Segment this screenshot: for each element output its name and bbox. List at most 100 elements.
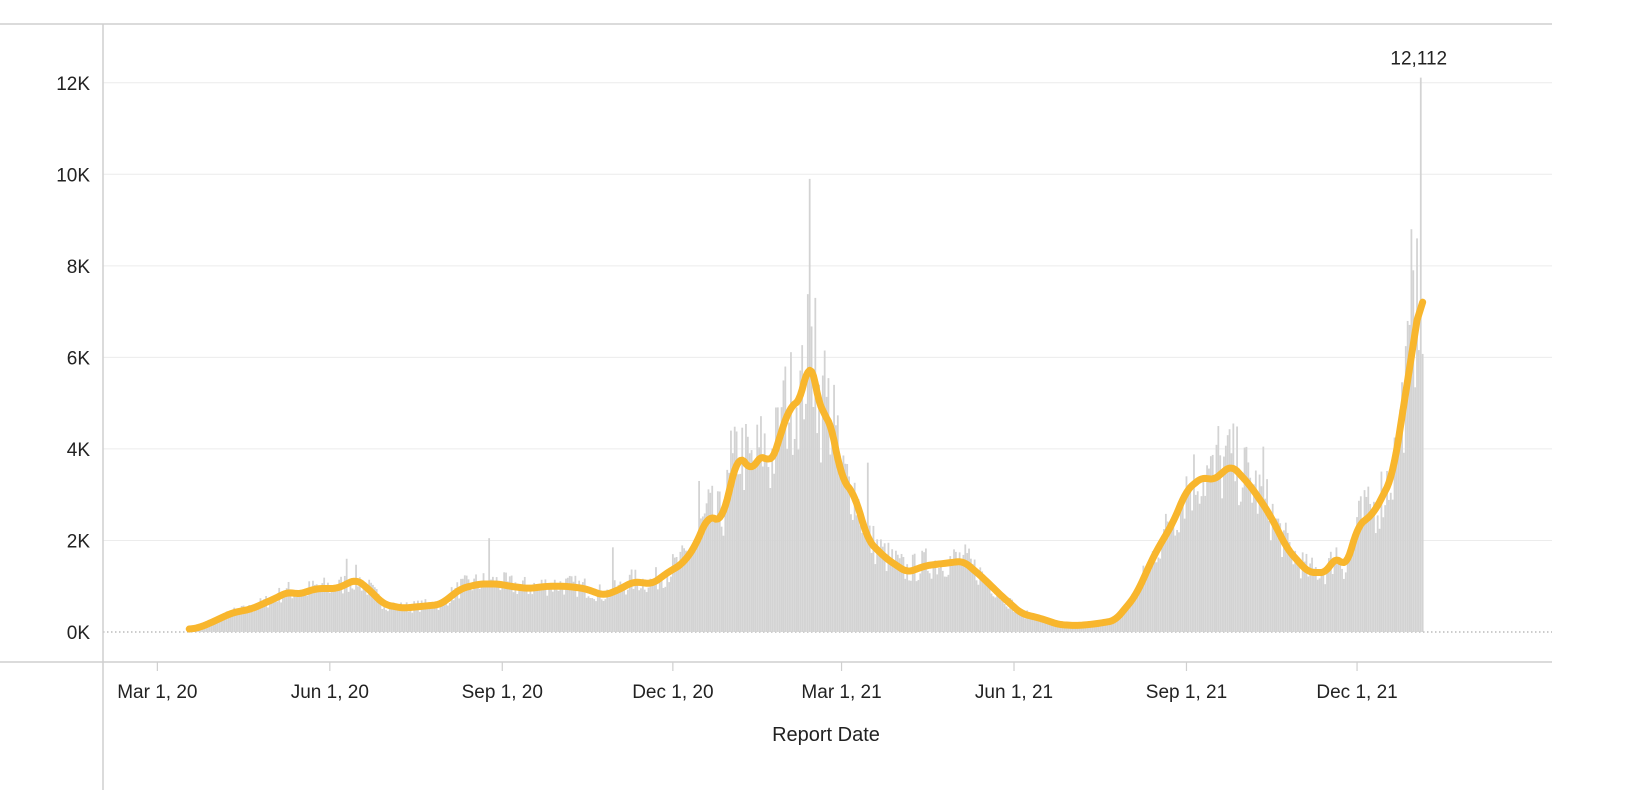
- daily-bar: [287, 581, 290, 632]
- daily-bar: [713, 518, 715, 632]
- daily-bar: [986, 583, 989, 632]
- moving-average-line: [185, 298, 1427, 633]
- daily-bar: [1419, 77, 1422, 632]
- daily-bar: [821, 375, 824, 632]
- daily-bar: [848, 476, 850, 632]
- daily-bar: [1268, 520, 1270, 632]
- daily-bar: [1305, 553, 1308, 632]
- daily-bar: [670, 576, 672, 632]
- y-tick-label: 4K: [67, 440, 91, 461]
- daily-bar: [297, 595, 299, 632]
- daily-bar: [850, 514, 852, 632]
- daily-bar: [514, 582, 517, 632]
- daily-bar: [895, 550, 897, 632]
- daily-bar: [548, 589, 551, 632]
- daily-bar: [484, 581, 487, 632]
- daily-bar: [728, 472, 730, 632]
- daily-bar: [1101, 622, 1104, 632]
- daily-bar: [385, 609, 387, 632]
- daily-bar: [555, 589, 558, 632]
- daily-bar: [551, 591, 554, 632]
- daily-bar: [973, 559, 976, 632]
- daily-bar: [465, 575, 468, 632]
- daily-bar: [302, 590, 305, 632]
- daily-bar: [561, 586, 564, 632]
- daily-bar: [357, 586, 359, 632]
- daily-bar: [409, 606, 412, 632]
- daily-bar: [673, 557, 676, 632]
- daily-bar: [893, 564, 895, 632]
- daily-bar: [1288, 542, 1291, 632]
- daily-bar: [270, 598, 273, 632]
- daily-bar: [1176, 529, 1178, 632]
- daily-bar: [212, 622, 215, 632]
- daily-bar: [928, 573, 931, 632]
- daily-bar: [1281, 557, 1283, 632]
- daily-bar: [1028, 617, 1030, 632]
- daily-bar: [750, 450, 753, 632]
- daily-bar: [681, 545, 684, 632]
- daily-bar: [720, 526, 723, 632]
- daily-bar: [647, 587, 650, 632]
- daily-bar: [679, 551, 682, 632]
- daily-bar: [327, 582, 329, 632]
- daily-bar: [782, 380, 785, 632]
- daily-bar: [1048, 621, 1051, 632]
- daily-bar: [261, 602, 264, 632]
- daily-bar: [814, 297, 817, 632]
- daily-bar: [257, 607, 260, 632]
- daily-bar: [692, 547, 695, 632]
- daily-bar: [1382, 517, 1385, 632]
- daily-bar: [1365, 496, 1368, 632]
- daily-bar: [780, 407, 783, 632]
- daily-bar: [1015, 604, 1017, 632]
- daily-bar: [550, 583, 552, 632]
- daily-bar: [512, 592, 515, 632]
- daily-bar: [381, 609, 384, 632]
- daily-bar: [413, 601, 416, 632]
- daily-bar: [829, 454, 832, 632]
- daily-bar: [1001, 593, 1004, 632]
- daily-bar: [943, 576, 946, 632]
- daily-bar: [1258, 474, 1261, 632]
- daily-bar: [778, 447, 781, 632]
- daily-bar: [671, 554, 674, 632]
- daily-bar: [1174, 535, 1177, 632]
- daily-bar: [1399, 409, 1402, 632]
- daily-bar: [1149, 557, 1152, 632]
- y-tick-label: 10K: [56, 165, 90, 186]
- daily-bar: [977, 584, 980, 632]
- daily-bar: [1018, 612, 1021, 632]
- daily-bar: [1099, 624, 1102, 632]
- daily-bar: [1329, 551, 1332, 632]
- daily-bar: [653, 581, 655, 632]
- daily-bar: [606, 589, 609, 632]
- daily-bar: [589, 598, 592, 632]
- daily-bar: [405, 602, 408, 632]
- daily-bar: [1245, 446, 1248, 632]
- daily-bar: [428, 602, 431, 632]
- daily-bar: [1037, 615, 1040, 632]
- daily-bar: [870, 552, 873, 632]
- daily-bar: [1303, 561, 1306, 632]
- daily-bar: [510, 575, 513, 632]
- daily-bar: [252, 611, 254, 632]
- daily-bar: [540, 579, 543, 632]
- daily-bar: [293, 594, 296, 632]
- daily-bar: [585, 597, 588, 632]
- daily-bar: [1414, 387, 1417, 632]
- daily-bar: [795, 407, 798, 632]
- daily-bar: [1316, 579, 1319, 632]
- daily-bar: [951, 561, 954, 632]
- daily-bar: [981, 571, 984, 632]
- daily-bar: [1301, 552, 1304, 632]
- daily-bar: [932, 563, 935, 632]
- daily-bar: [844, 463, 847, 632]
- daily-bar: [731, 453, 734, 632]
- daily-bar: [1146, 574, 1148, 632]
- daily-bar: [1119, 612, 1122, 632]
- daily-bar: [244, 610, 247, 632]
- daily-bar: [1170, 530, 1173, 632]
- daily-bar: [415, 604, 417, 632]
- daily-bar: [394, 606, 397, 632]
